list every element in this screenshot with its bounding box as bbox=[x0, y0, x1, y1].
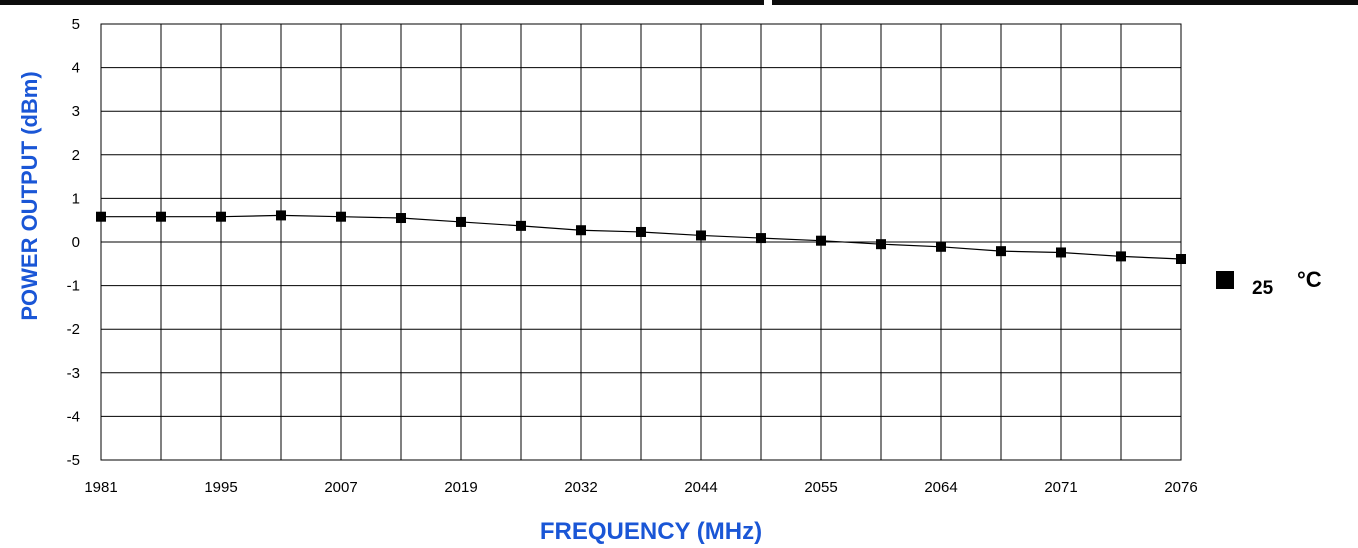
data-point-marker bbox=[636, 226, 646, 237]
y-tick-label: -5 bbox=[67, 452, 80, 469]
data-point-marker bbox=[1176, 254, 1186, 265]
x-tick-label: 2071 bbox=[1044, 479, 1077, 496]
data-point-marker bbox=[816, 235, 826, 246]
y-tick-label: -2 bbox=[67, 321, 80, 338]
data-point-marker bbox=[996, 246, 1006, 257]
data-point-marker bbox=[1056, 247, 1066, 258]
x-tick-label: 2076 bbox=[1164, 479, 1197, 496]
y-tick-label: 3 bbox=[72, 103, 80, 120]
data-point-marker bbox=[456, 216, 466, 227]
data-point-marker bbox=[936, 241, 946, 252]
data-point-marker bbox=[1116, 251, 1126, 262]
x-tick-label: 2019 bbox=[444, 479, 477, 496]
y-axis-label: POWER OUTPUT (dBm) bbox=[17, 71, 42, 320]
y-axis-ticks: 5 4 3 2 1 0 -1 -2 -3 -4 -5 bbox=[67, 16, 80, 469]
top-border-notch bbox=[764, 0, 772, 5]
data-point-marker bbox=[336, 211, 346, 222]
legend-label: 25 bbox=[1252, 278, 1274, 299]
y-tick-label: 2 bbox=[72, 147, 80, 164]
data-point-marker bbox=[696, 230, 706, 241]
y-tick-label: -4 bbox=[67, 408, 80, 425]
y-tick-label: 1 bbox=[72, 190, 80, 207]
y-tick-label: -3 bbox=[67, 365, 80, 382]
legend: 25 °C bbox=[1216, 267, 1322, 299]
data-point-marker bbox=[216, 211, 226, 222]
y-tick-label: 4 bbox=[72, 60, 80, 77]
data-point-marker bbox=[516, 220, 526, 231]
data-point-marker bbox=[156, 211, 166, 222]
top-border-bar bbox=[0, 0, 1358, 5]
x-axis-ticks: 1981 1995 2007 2019 2032 2044 2055 2064 2071 2076 bbox=[84, 479, 1197, 496]
data-point-marker bbox=[276, 210, 286, 221]
data-point-marker bbox=[756, 233, 766, 244]
chart-grid bbox=[100, 23, 1182, 461]
x-axis-label: FREQUENCY (MHz) bbox=[540, 518, 762, 545]
x-tick-label: 2055 bbox=[804, 479, 837, 496]
x-tick-label: 1995 bbox=[204, 479, 237, 496]
y-tick-label: 5 bbox=[72, 16, 80, 33]
x-tick-label: 1981 bbox=[84, 479, 117, 496]
data-point-marker bbox=[576, 225, 586, 236]
y-tick-label: 0 bbox=[72, 234, 80, 251]
data-point-marker bbox=[96, 211, 106, 222]
plot-frame bbox=[100, 23, 1182, 461]
x-tick-label: 2007 bbox=[324, 479, 357, 496]
data-point-marker bbox=[396, 213, 406, 224]
series-layer bbox=[96, 210, 1186, 265]
legend-unit: °C bbox=[1297, 267, 1322, 292]
y-tick-label: -1 bbox=[67, 278, 80, 295]
x-tick-label: 2044 bbox=[684, 479, 717, 496]
legend-marker bbox=[1216, 271, 1234, 289]
data-point-marker bbox=[876, 239, 886, 250]
x-tick-label: 2064 bbox=[924, 479, 957, 496]
x-tick-label: 2032 bbox=[564, 479, 597, 496]
